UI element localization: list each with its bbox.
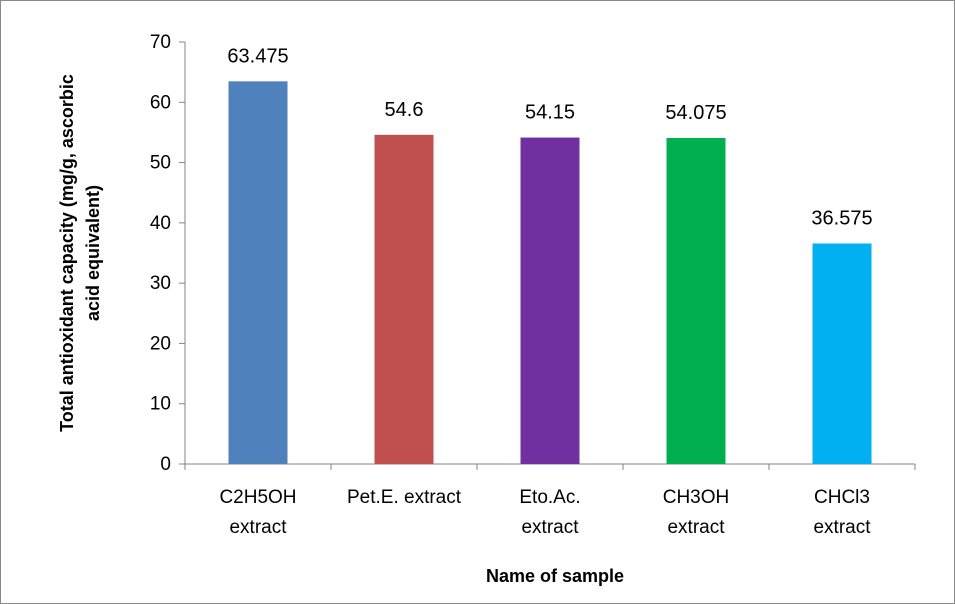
data-label: 54.6 (385, 99, 424, 121)
category-label: C2H5OH (219, 487, 296, 508)
category-label: extract (229, 517, 287, 538)
category-label: Eto.Ac. (519, 487, 580, 508)
category-label: CH3OH (663, 487, 730, 508)
y-tick-label: 30 (150, 273, 171, 294)
bar (666, 138, 726, 464)
data-labels: 63.475 54.6 54.15 54.075 36.575 (227, 45, 872, 229)
bar (812, 243, 872, 464)
data-label: 54.15 (525, 102, 575, 124)
category-label: extract (667, 517, 725, 538)
bar (520, 137, 580, 464)
bar (374, 134, 434, 464)
y-tick-label: 20 (150, 333, 171, 354)
data-label: 54.075 (665, 102, 726, 124)
category-label: CHCl3 (814, 487, 870, 508)
category-label: Pet.E. extract (347, 487, 462, 508)
y-axis-title-line: Total antioxidant capacity (mg/g, ascorb… (57, 74, 77, 432)
y-tick-label: 10 (150, 394, 171, 415)
category-label: extract (813, 517, 871, 538)
data-label: 63.475 (227, 45, 288, 67)
category-labels: C2H5OH extract Pet.E. extract Eto.Ac. extrac… (184, 464, 916, 538)
y-tick-label: 70 (150, 32, 171, 53)
y-tick-label: 60 (150, 92, 171, 113)
data-label: 36.575 (811, 208, 872, 230)
y-axis-title: Total antioxidant capacity (mg/g, ascorb… (57, 74, 103, 432)
y-tick-label: 40 (150, 213, 171, 234)
category-label: extract (521, 517, 579, 538)
y-axis-ticks: 0 10 20 30 40 50 60 70 (150, 32, 185, 475)
bars (228, 81, 872, 464)
x-axis-title: Name of sample (486, 566, 624, 586)
y-axis-title-line: acid equivalent) (83, 185, 103, 321)
y-tick-label: 0 (160, 454, 171, 475)
y-tick-label: 50 (150, 153, 171, 174)
bar (228, 81, 288, 464)
